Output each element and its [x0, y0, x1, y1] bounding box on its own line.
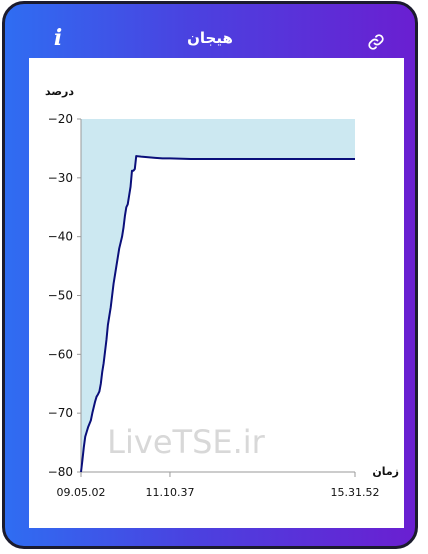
watermark: LiveTSE.ir [107, 423, 265, 461]
info-icon[interactable]: i [53, 25, 63, 51]
y-tick-label: −70 [48, 406, 73, 420]
x-tick-label: 09.05.02 [57, 486, 106, 499]
y-tick-label: −50 [48, 289, 73, 303]
header-bar: i هیجان [5, 4, 415, 56]
plot-area: −20 −30 −40 −50 −60 −70 −80 09.05.02 11.10.37 15.… [48, 112, 380, 499]
y-tick-label: −60 [48, 347, 73, 361]
x-axis-label: زمان [372, 465, 399, 478]
y-tick-label: −20 [48, 112, 73, 126]
y-tick-label: −30 [48, 171, 73, 185]
y-tick-label: −80 [48, 465, 73, 479]
page-title: هیجان [187, 29, 233, 47]
link-icon[interactable] [367, 33, 385, 51]
series-line [80, 155, 355, 473]
area-fill [81, 119, 355, 472]
line-chart: درصد زمان −20 −30 −40 −50 −60 −70 −80 09.05.02 1… [45, 85, 399, 499]
y-axis-label: درصد [45, 85, 74, 98]
chart-card: i هیجان درصد زمان −20 −30 −40 −50 −60 −70 −80 0… [2, 1, 418, 549]
x-tick-label: 11.10.37 [145, 486, 194, 499]
y-tick-label: −40 [48, 230, 73, 244]
x-tick-label: 15.31.52 [331, 486, 380, 499]
chart-panel: درصد زمان −20 −30 −40 −50 −60 −70 −80 09.05.02 1… [29, 58, 404, 528]
